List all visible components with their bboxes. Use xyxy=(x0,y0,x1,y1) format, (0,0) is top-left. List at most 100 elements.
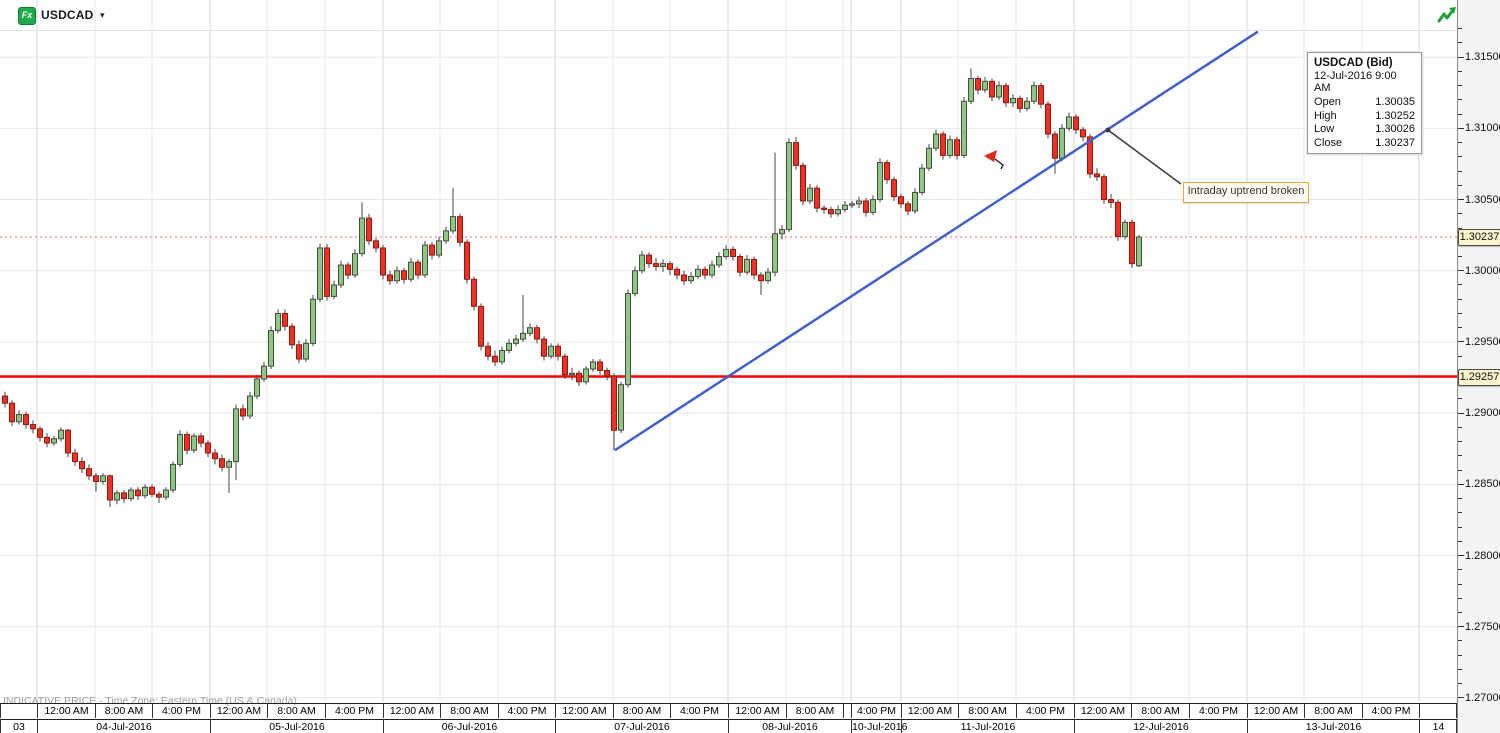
time-axis-cell: 12:00 AM xyxy=(1074,704,1131,718)
price-axis-label: 1.29500 xyxy=(1465,335,1500,348)
symbol-dropdown[interactable]: ▾ xyxy=(100,10,105,20)
candle-down xyxy=(107,475,113,501)
candle-down xyxy=(401,270,407,280)
candle-down xyxy=(345,264,351,276)
candle-up xyxy=(1066,116,1072,129)
time-axis-cell: 8:00 AM xyxy=(613,704,670,718)
date-axis-cell: 06-Jul-2016 xyxy=(383,719,555,733)
candle-up xyxy=(849,203,855,206)
candle-up xyxy=(639,254,645,272)
candle-up xyxy=(408,261,414,280)
candle-up xyxy=(660,263,666,267)
candle-up xyxy=(233,408,239,463)
candle-up xyxy=(16,414,22,423)
axis-tick xyxy=(1458,113,1462,115)
axis-tick xyxy=(1458,412,1464,414)
candle-down xyxy=(65,429,71,454)
time-axis-cell: 12:00 AM xyxy=(37,704,95,718)
axis-tick xyxy=(1458,483,1464,485)
time-axis-cell: 12:00 AM xyxy=(901,704,958,718)
time-axis-cell: 8:00 AM xyxy=(267,704,325,718)
candle-down xyxy=(471,278,477,307)
candle-up xyxy=(856,200,862,205)
candle-up xyxy=(835,209,841,215)
candle-up xyxy=(191,435,197,451)
time-axis-cell: 4:00 PM xyxy=(498,704,555,718)
axis-tick xyxy=(1458,469,1462,471)
candle-down xyxy=(240,408,246,417)
axis-tick xyxy=(1458,85,1462,87)
candle-down xyxy=(758,274,764,282)
red-down-arrow-drawing[interactable] xyxy=(984,150,997,162)
candle-down xyxy=(324,247,330,297)
candle-down xyxy=(93,475,99,483)
candle-down xyxy=(1101,176,1107,201)
axis-tick xyxy=(1458,583,1462,585)
axis-tick xyxy=(1458,156,1462,158)
axis-end-border xyxy=(1456,719,1457,733)
time-axis-cell: 8:00 AM xyxy=(1304,704,1362,718)
candle-up xyxy=(695,268,701,277)
candle-up xyxy=(842,204,848,211)
candle-up xyxy=(919,167,925,193)
time-axis-cell: 4:00 PM xyxy=(152,704,210,718)
axis-tick xyxy=(1458,597,1462,599)
candle-up xyxy=(709,264,715,276)
axis-tick xyxy=(1458,683,1462,685)
indicative-price-watermark: INDICATIVE PRICE - Time Zone: Eastern Ti… xyxy=(3,695,297,707)
candle-up xyxy=(1010,97,1016,104)
candle-up xyxy=(359,217,365,255)
candle-up xyxy=(254,378,260,397)
candle-up xyxy=(310,298,316,344)
candle-up xyxy=(100,475,106,483)
candle-down xyxy=(905,203,911,212)
candle-down xyxy=(667,263,673,270)
candle-up xyxy=(58,429,64,440)
axis-tick xyxy=(1458,654,1462,656)
price-axis[interactable]: 1.31500 1.31000 1.30500 1.30000 1.29500 1.290… xyxy=(1457,0,1500,733)
axis-tick xyxy=(1458,70,1462,72)
axis-end-border xyxy=(1456,704,1457,718)
tooltip-low-row: Low 1.30026 xyxy=(1314,123,1415,135)
candle-down xyxy=(975,78,981,91)
axis-tick xyxy=(1458,540,1462,542)
axis-tick xyxy=(1458,170,1462,172)
candle-up xyxy=(1136,236,1142,267)
symbol-label: USDCAD xyxy=(41,8,94,22)
annotation-arrow-line[interactable] xyxy=(1107,129,1182,185)
axis-tick xyxy=(1458,569,1462,571)
axis-tick xyxy=(1458,555,1464,557)
candle-down xyxy=(184,434,190,451)
candle-up xyxy=(51,438,57,444)
candle-down xyxy=(800,164,806,202)
candle-up xyxy=(548,345,554,357)
annotation-label[interactable]: Intraday uptrend broken xyxy=(1183,182,1309,203)
candle-down xyxy=(534,327,540,340)
candle-down xyxy=(541,338,547,357)
axis-tick xyxy=(1458,184,1462,186)
candle-down xyxy=(814,187,820,209)
candle-up xyxy=(716,256,722,266)
uptrend-zigzag-icon[interactable] xyxy=(1436,4,1460,28)
red-marker-tail xyxy=(994,158,1004,170)
candle-down xyxy=(464,241,470,280)
tooltip-open-row: Open 1.30035 xyxy=(1314,96,1415,108)
candle-down xyxy=(79,461,85,470)
candle-up xyxy=(625,293,631,386)
axis-tick xyxy=(1458,441,1462,443)
candle-down xyxy=(730,248,736,258)
candle-down xyxy=(898,196,904,205)
axis-tick xyxy=(1458,270,1464,272)
candle-down xyxy=(597,361,603,371)
price-axis-label: 1.31000 xyxy=(1465,122,1500,135)
candle-down xyxy=(1045,103,1051,135)
candle-up xyxy=(527,327,533,334)
candle-up xyxy=(632,270,638,295)
axis-tick xyxy=(1458,284,1462,286)
axis-tick xyxy=(1458,526,1462,528)
trendline-drawing[interactable] xyxy=(614,30,1259,452)
price-axis-label: 1.29000 xyxy=(1465,407,1500,420)
candle-up xyxy=(996,85,1002,98)
candle-up xyxy=(926,147,932,169)
